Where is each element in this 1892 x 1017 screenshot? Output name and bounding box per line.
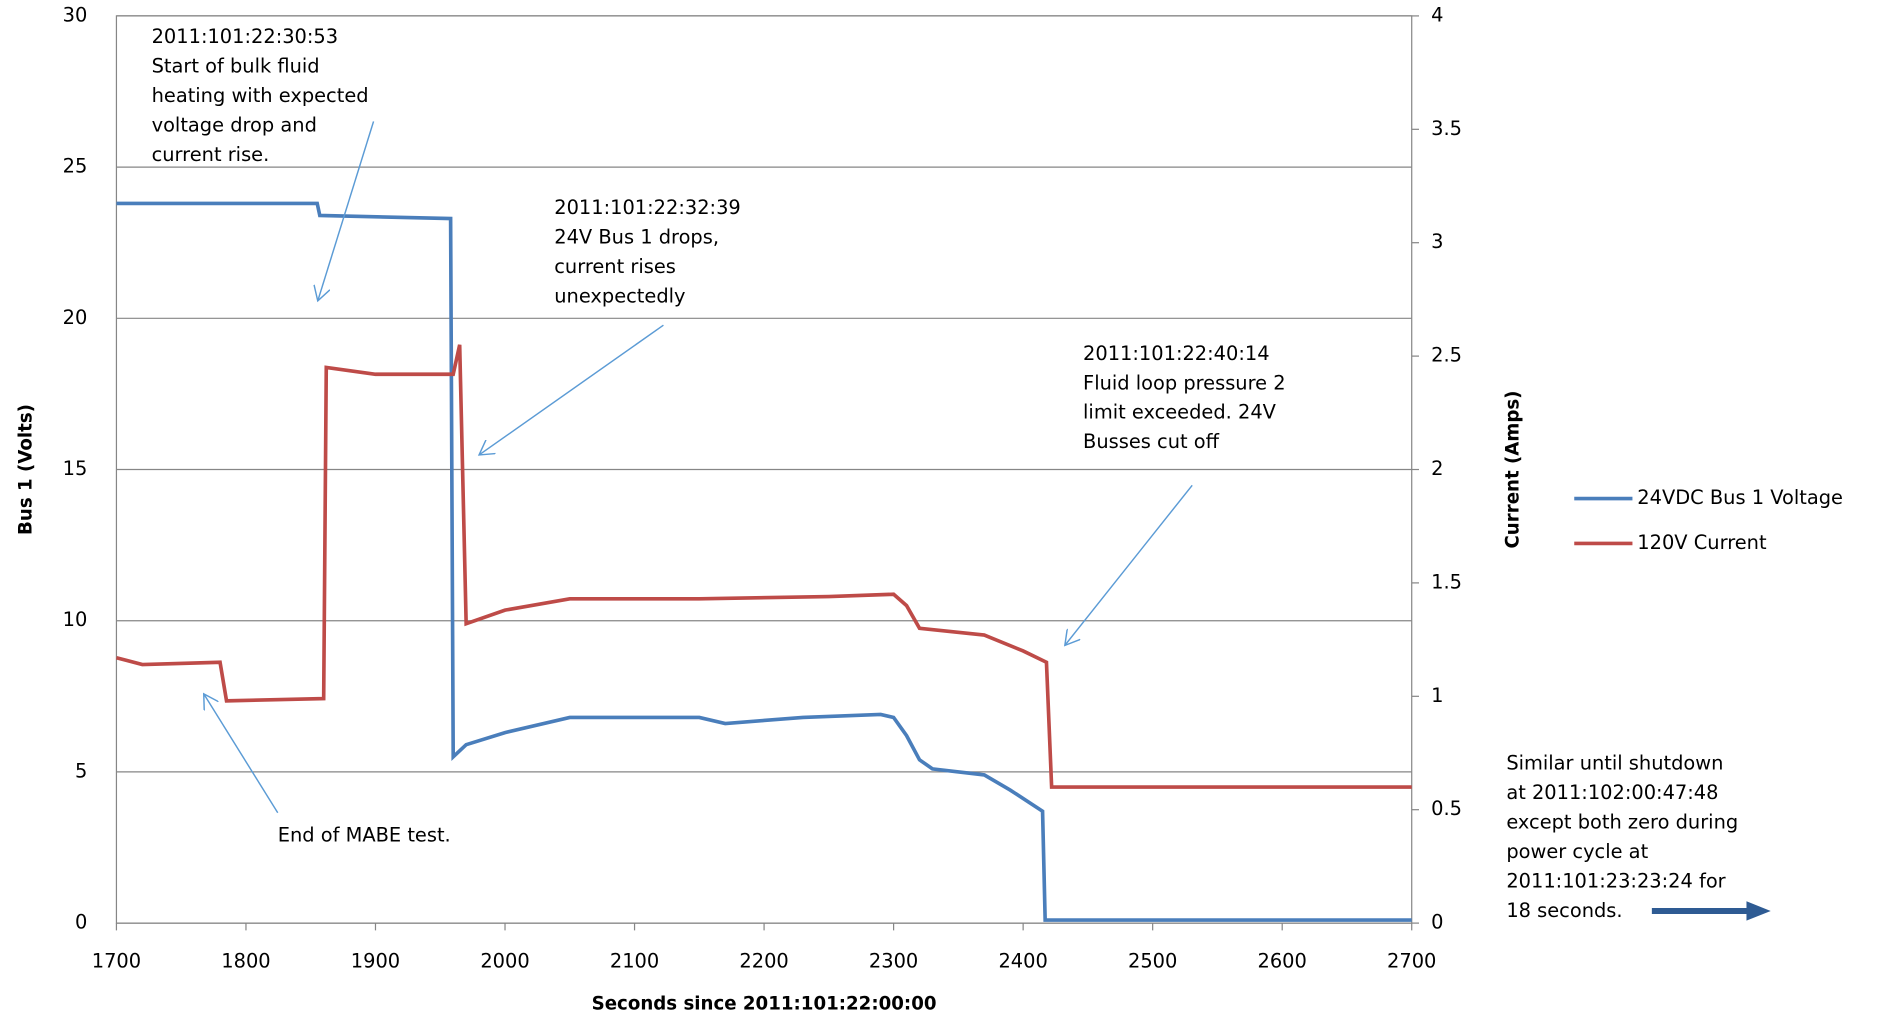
annotation-text: unexpectedly	[554, 285, 685, 308]
y2-tick-label: 0.5	[1431, 797, 1462, 820]
annotation-text: voltage drop and	[152, 114, 317, 137]
y2-tick-label: 1.5	[1431, 570, 1462, 593]
y2-tick-label: 3	[1431, 230, 1443, 253]
x-tick-label: 2600	[1258, 949, 1307, 972]
y2-tick-label: 4	[1431, 3, 1443, 26]
y-tick-label: 20	[63, 306, 88, 329]
annotation-text: Start of bulk fluid	[152, 55, 320, 78]
annotation-text: power cycle at	[1506, 840, 1648, 863]
y-tick-label: 0	[75, 911, 87, 934]
annotation-text: End of MABE test.	[278, 823, 451, 846]
x-tick-label: 1800	[221, 949, 270, 972]
y2-tick-label: 1	[1431, 684, 1443, 707]
y-tick-label: 25	[63, 155, 88, 178]
x-tick-label: 2400	[998, 949, 1047, 972]
annotation-text: 2011:101:23:23:24 for	[1506, 870, 1725, 893]
x-tick-label: 1900	[351, 949, 400, 972]
x-tick-label: 2700	[1387, 949, 1436, 972]
legend-label: 24VDC Bus 1 Voltage	[1637, 486, 1843, 509]
y-tick-label: 30	[63, 3, 88, 26]
annotation-text: 2011:101:22:30:53	[152, 25, 339, 48]
annotation-arrow	[318, 121, 375, 300]
y2-tick-label: 2	[1431, 457, 1443, 480]
annotation-text: limit exceeded. 24V	[1083, 401, 1277, 424]
annotation-text: except both zero during	[1506, 811, 1738, 834]
y-tick-label: 15	[63, 457, 88, 480]
y2-tick-label: 3.5	[1431, 117, 1462, 140]
series-line	[115, 344, 1412, 789]
annotation-text: 18 seconds.	[1506, 899, 1622, 922]
annotation-arrow	[1065, 484, 1193, 645]
x-tick-label: 2500	[1128, 949, 1177, 972]
legend-label: 120V Current	[1637, 531, 1767, 554]
y2-tick-label: 0	[1431, 911, 1443, 934]
y-tick-label: 10	[63, 608, 88, 631]
annotation-text: Busses cut off	[1083, 430, 1220, 453]
annotation-text: Fluid loop pressure 2	[1083, 371, 1286, 394]
annotation-text: at 2011:102:00:47:48	[1506, 781, 1718, 804]
y2-axis-title: Current (Amps)	[1503, 390, 1524, 548]
x-tick-label: 1700	[92, 949, 141, 972]
y-axis-title: Bus 1 (Volts)	[16, 404, 37, 535]
x-axis-title: Seconds since 2011:101:22:00:00	[592, 993, 937, 1013]
annotation-text: Similar until shutdown	[1506, 752, 1723, 775]
annotation-text: current rise.	[152, 143, 270, 166]
annotation-text: 24V Bus 1 drops,	[554, 226, 719, 249]
y-tick-label: 5	[75, 759, 87, 782]
annotation-text: 2011:101:22:40:14	[1083, 342, 1270, 365]
x-tick-label: 2100	[610, 949, 659, 972]
annotation-text: 2011:101:22:32:39	[554, 196, 741, 219]
x-tick-label: 2000	[480, 949, 529, 972]
x-tick-label: 2200	[739, 949, 788, 972]
annotation-arrow	[479, 324, 664, 455]
annotation-text: current rises	[554, 255, 676, 278]
y2-tick-label: 2.5	[1431, 344, 1462, 367]
big-arrow-head	[1746, 901, 1771, 921]
x-tick-label: 2300	[869, 949, 918, 972]
annotation-text: heating with expected	[152, 84, 369, 107]
series-line	[116, 201, 1412, 922]
annotation-arrow	[204, 694, 279, 814]
